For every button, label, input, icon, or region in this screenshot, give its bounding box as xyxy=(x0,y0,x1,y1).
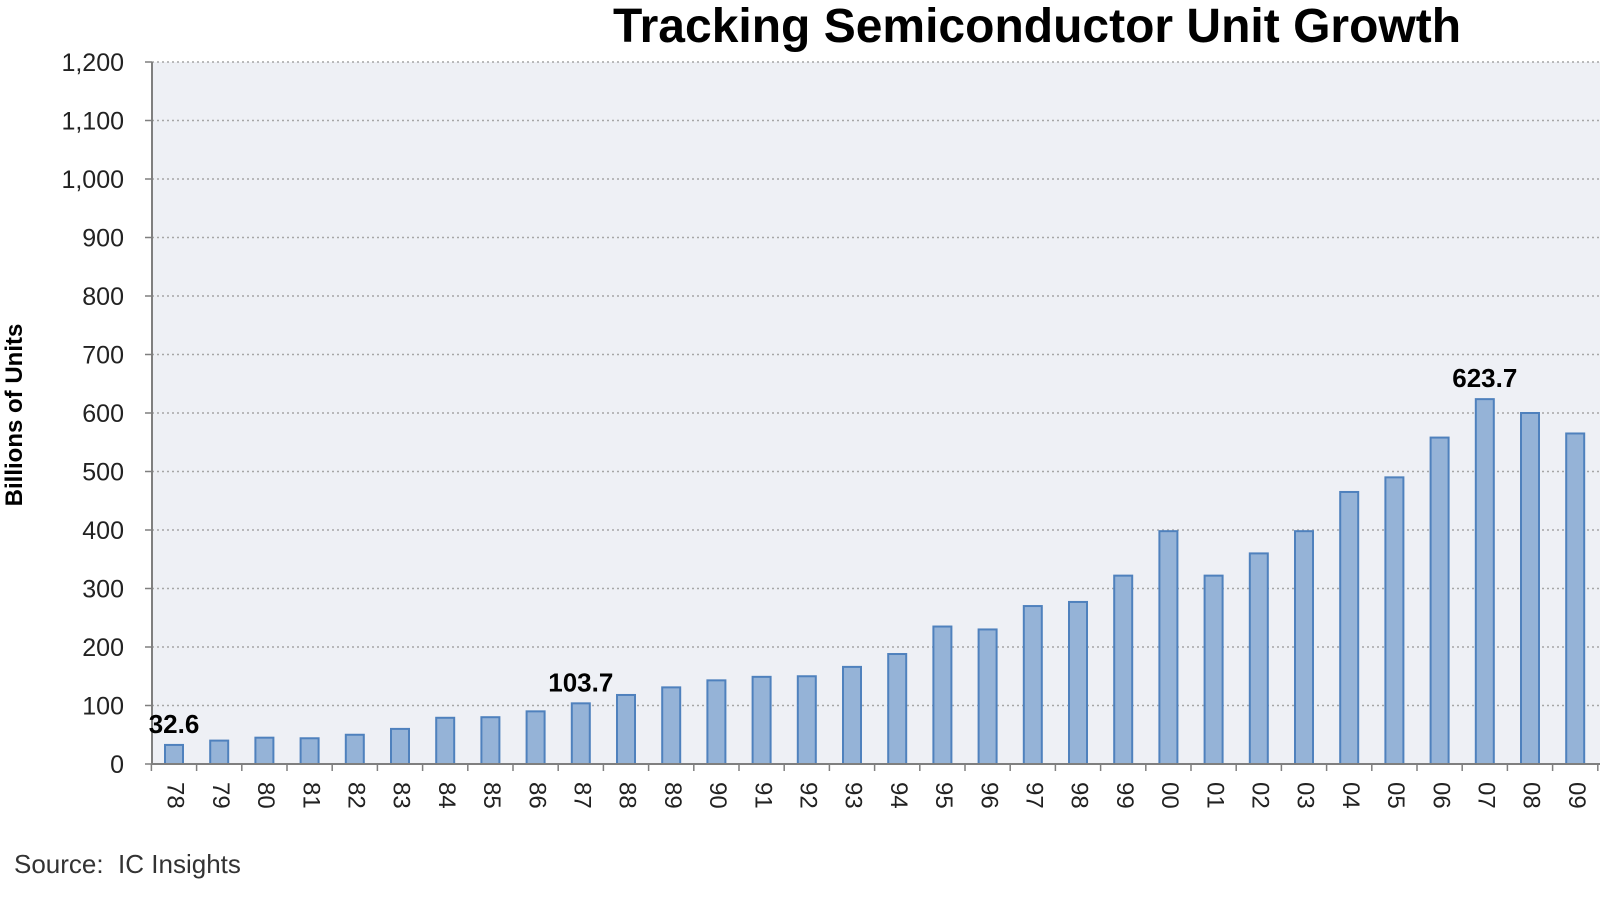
y-tick-label: 100 xyxy=(82,693,124,721)
bar-95 xyxy=(932,625,953,766)
x-tick-label: 87 xyxy=(568,782,595,809)
y-tick-label: 1,200 xyxy=(61,49,124,77)
data-label-07: 623.7 xyxy=(1452,363,1517,393)
x-tick-label: 89 xyxy=(659,782,686,809)
bar-79 xyxy=(209,739,230,765)
chart-title: Tracking Semiconductor Unit Growth xyxy=(613,0,1461,53)
bar-83 xyxy=(390,727,410,766)
bar-82 xyxy=(344,733,365,765)
y-axis-ticks: 0 100 200 300 400 500 600 700 800 900 1,000 1,100 1,… xyxy=(61,49,152,779)
x-tick-label: 02 xyxy=(1246,782,1273,809)
x-tick-label: 93 xyxy=(840,782,867,809)
x-tick-label: 07 xyxy=(1472,782,1499,809)
bar-97 xyxy=(1022,605,1043,765)
x-tick-label: 09 xyxy=(1563,782,1590,809)
data-label-78: 32.6 xyxy=(149,709,200,739)
x-tick-label: 05 xyxy=(1382,782,1409,809)
y-tick-label: 700 xyxy=(82,342,124,370)
bar-80 xyxy=(254,736,275,765)
x-tick-label: 82 xyxy=(342,782,369,809)
x-tick-label: 99 xyxy=(1111,782,1138,809)
bar-89 xyxy=(661,686,682,765)
bar-87 xyxy=(570,702,591,766)
y-tick-label: 400 xyxy=(82,517,124,545)
bar-00 xyxy=(1158,530,1179,765)
x-axis-ticks: 78 79 80 81 82 83 84 85 86 87 88 89 90 91 92 93 94 95 96 97… xyxy=(150,764,1599,809)
bar-96 xyxy=(977,628,998,766)
y-tick-label: 1,000 xyxy=(61,166,124,194)
y-axis-title: Billions of Units xyxy=(1,324,28,507)
x-tick-label: 91 xyxy=(749,782,776,809)
y-tick-label: 200 xyxy=(82,634,124,662)
bar-02 xyxy=(1248,552,1269,766)
x-tick-label: 86 xyxy=(523,782,550,809)
bar-09 xyxy=(1565,432,1586,765)
y-tick-label: 500 xyxy=(82,459,124,487)
x-tick-label: 85 xyxy=(478,782,505,809)
y-tick-label: 300 xyxy=(82,576,124,604)
bar-84 xyxy=(435,716,456,765)
bar-05 xyxy=(1384,476,1405,765)
bar-07 xyxy=(1474,398,1495,765)
x-tick-label: 00 xyxy=(1156,782,1183,809)
bar-78 xyxy=(164,743,184,766)
x-tick-label: 84 xyxy=(433,782,460,809)
axes xyxy=(151,62,1600,765)
bar-04 xyxy=(1339,490,1360,765)
data-label-87: 103.7 xyxy=(548,667,613,697)
x-tick-label: 08 xyxy=(1518,782,1545,809)
bar-92 xyxy=(796,675,817,765)
y-tick-label: 1,100 xyxy=(61,108,124,136)
x-tick-label: 01 xyxy=(1201,782,1228,809)
y-tick-label: 0 xyxy=(110,751,124,779)
bar-81 xyxy=(299,737,320,766)
bar-94 xyxy=(887,653,908,766)
x-tick-label: 79 xyxy=(207,782,234,809)
x-tick-label: 94 xyxy=(885,782,912,809)
bar-88 xyxy=(616,693,636,765)
x-tick-label: 88 xyxy=(614,782,641,809)
bar-90 xyxy=(706,679,727,765)
x-tick-label: 92 xyxy=(794,782,821,809)
x-tick-label: 06 xyxy=(1427,782,1454,809)
bars xyxy=(164,398,1586,766)
x-tick-label: 97 xyxy=(1020,782,1047,809)
bar-01 xyxy=(1203,574,1224,765)
x-tick-label: 90 xyxy=(704,782,731,809)
bar-98 xyxy=(1068,600,1088,766)
x-tick-label: 96 xyxy=(975,782,1002,809)
bar-86 xyxy=(525,710,546,765)
y-tick-label: 600 xyxy=(82,400,124,428)
bar-91 xyxy=(751,675,772,766)
x-tick-label: 81 xyxy=(297,782,324,809)
x-tick-label: 98 xyxy=(1066,782,1093,809)
bar-06 xyxy=(1429,436,1450,765)
x-tick-label: 03 xyxy=(1292,782,1319,809)
x-tick-label: 95 xyxy=(930,782,957,809)
x-tick-label: 83 xyxy=(388,782,415,809)
bar-93 xyxy=(842,665,862,766)
y-tick-label: 800 xyxy=(82,283,124,311)
bar-03 xyxy=(1294,530,1314,765)
x-tick-label: 04 xyxy=(1337,782,1364,809)
x-tick-label: 80 xyxy=(252,782,279,809)
source-note: Source: IC Insights xyxy=(14,849,241,879)
data-labels: 32.6 103.7 623.7 xyxy=(149,363,1518,739)
y-tick-label: 900 xyxy=(82,225,124,253)
bar-85 xyxy=(480,716,501,766)
x-tick-label: 78 xyxy=(162,782,189,809)
bar-99 xyxy=(1113,574,1134,765)
bar-08 xyxy=(1520,412,1540,765)
